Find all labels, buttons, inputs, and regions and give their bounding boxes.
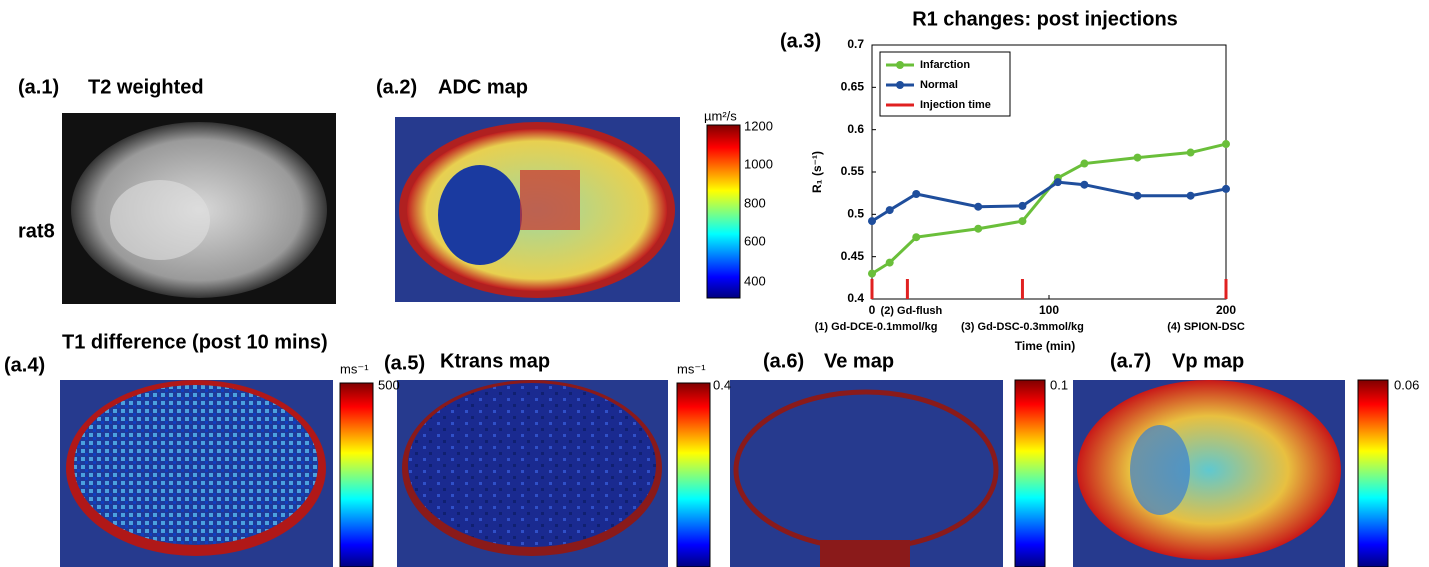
legend-label: Normal [920,79,958,91]
data-point [1187,149,1195,157]
colorbar-tick: 0.1 [1050,377,1068,392]
y-tick-label: 0.45 [841,249,865,263]
colorbar-unit: ms⁻¹ [340,361,369,376]
data-point [886,259,894,267]
injection-label: (2) Gd-flush [881,305,943,317]
data-point [974,203,982,211]
colorbar-tick: 0.06 [1394,377,1419,392]
y-tick-label: 0.55 [841,164,865,178]
legend-swatch-dot [896,81,904,89]
data-point [1018,202,1026,210]
data-point [1054,178,1062,186]
panel-label: (a.4) [4,354,45,376]
data-point [912,233,920,241]
injection-label: (1) Gd-DCE-0.1mmol/kg [815,321,938,333]
x-axis-label: Time (min) [1015,339,1075,353]
colorbar-tick: 600 [744,233,766,248]
y-tick-label: 0.7 [847,37,864,51]
data-point [868,217,876,225]
data-point [912,190,920,198]
figure: (a.1) T2 weighted rat8 (a.2) ADC map µm²… [0,0,1429,567]
panel-title: Ktrans map [440,350,550,372]
data-point [868,270,876,278]
data-point [1080,181,1088,189]
data-point [1080,160,1088,168]
x-tick-label: 200 [1216,303,1236,317]
panel-title: ADC map [438,76,528,98]
legend-label: Injection time [920,99,991,111]
data-point [1018,217,1026,225]
colorbar-tick: 500 [378,377,400,392]
data-point [1222,185,1230,193]
colorbar-unit: ms⁻¹ [677,361,706,376]
y-axis-label: R₁ (s⁻¹) [810,151,824,193]
panel-title: Vp map [1172,350,1244,372]
panel-label: (a.2) [376,76,417,98]
colorbar-tick: 400 [744,273,766,288]
y-tick-label: 0.6 [847,122,864,136]
colorbar-tick: 1000 [744,156,773,171]
injection-label: (3) Gd-DSC-0.3mmol/kg [961,321,1084,333]
line-chart: 0.4 0.45 0.5 0.55 0.6 0.65 0.7 0 100 200 (1) Gd-DC… [815,37,1245,333]
panel-title: T2 weighted [88,76,204,98]
panel-label: (a.5) [384,352,425,374]
data-point [886,206,894,214]
data-point [1134,192,1142,200]
data-point [1187,192,1195,200]
legend-swatch-dot [896,61,904,69]
row-label: rat8 [18,220,55,242]
colorbar-tick: 800 [744,195,766,210]
colorbar-tick: 1200 [744,118,773,133]
panel-label: (a.3) [780,30,821,52]
data-point [974,225,982,233]
x-tick-label: 0 [869,303,876,317]
colorbar-unit: µm²/s [704,108,737,123]
data-point [1222,140,1230,148]
chart-title: R1 changes: post injections [912,8,1178,30]
injection-label: (4) SPION-DSC [1167,321,1245,333]
y-tick-label: 0.4 [847,291,864,305]
y-tick-label: 0.5 [847,207,864,221]
panel-label: (a.1) [18,76,59,98]
panel-label: (a.6) [763,350,804,372]
data-point [1134,154,1142,162]
panel-title: Ve map [824,350,894,372]
legend-label: Infarction [920,59,970,71]
colorbar-tick: 0.4 [713,377,731,392]
panel-title: T1 difference (post 10 mins) [62,331,328,353]
panel-label: (a.7) [1110,350,1151,372]
x-tick-label: 100 [1039,303,1059,317]
y-tick-label: 0.65 [841,80,865,94]
